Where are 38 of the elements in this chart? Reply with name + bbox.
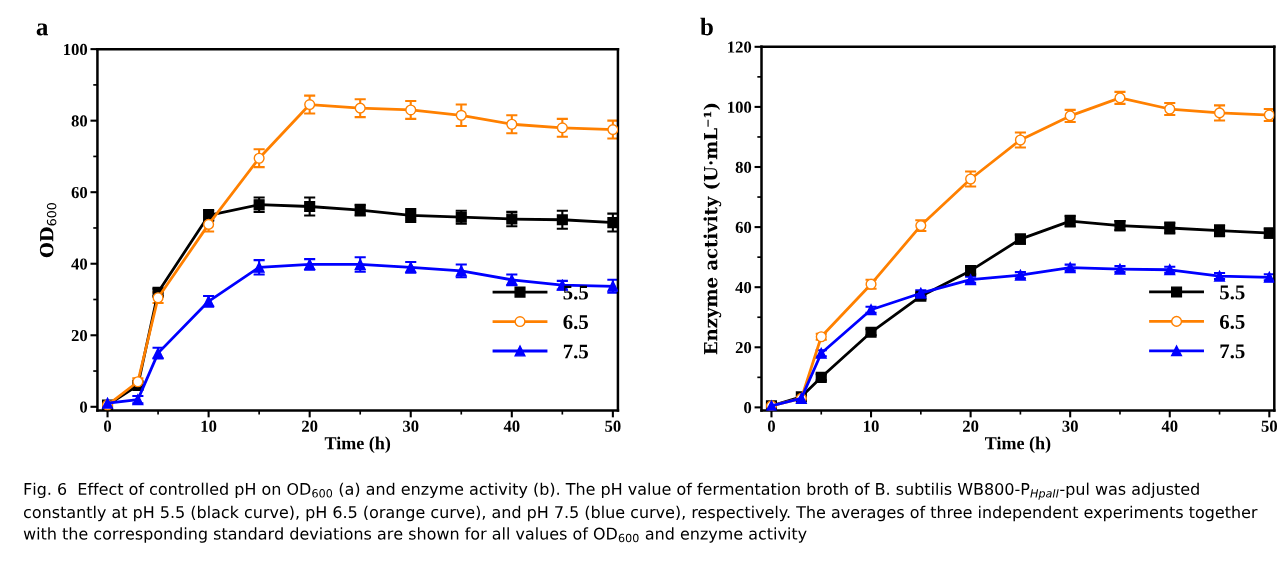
y-tick-label: 100 bbox=[728, 101, 752, 113]
x-axis-title: Time (h) bbox=[985, 436, 1051, 453]
x-tick-label: 20 bbox=[302, 420, 318, 432]
y-tick-label: 120 bbox=[728, 41, 752, 53]
legend-label: 5.5 bbox=[563, 285, 588, 300]
y-tick-label: 20 bbox=[735, 341, 752, 354]
y-tick-label: 40 bbox=[735, 281, 752, 294]
legend-label: 7.5 bbox=[563, 344, 588, 359]
x-tick-label: 50 bbox=[1261, 420, 1278, 432]
y-tick-label: 20 bbox=[71, 329, 88, 342]
y-tick-label: 60 bbox=[71, 186, 88, 199]
legend-label: 5.5 bbox=[1220, 285, 1245, 300]
legend-label: 6.5 bbox=[563, 315, 588, 330]
y-tick-label: 0 bbox=[744, 402, 752, 414]
y-tick-label: 40 bbox=[71, 258, 88, 270]
y-tick-label: 80 bbox=[71, 115, 88, 127]
x-axis-title: Time (h) bbox=[324, 436, 391, 453]
x-tick-label: 50 bbox=[605, 420, 621, 432]
text: Fig. 6 Effect of controlled pH on OD$_{600}$ (a) and enzyme activity (b). The pH value of fermentation broth of B. subtilis WB800-P$_{HpaII}$-pul was adjusted constantly at pH 5.5 (black curve), pH 6.5 (orange curve), and pH 7.5 (blue curve), respectively. The averages of three independent experiments together with the corresponding standard deviations are shown for all values of OD$_{600}$ and enzyme activity bbox=[23, 482, 1258, 543]
legend-label: 7.5 bbox=[1220, 344, 1245, 359]
y-axis-title: Enzyme activity (U·mL⁻¹) bbox=[703, 103, 722, 355]
y-tick-label: 60 bbox=[735, 221, 752, 234]
x-tick-label: 30 bbox=[1062, 420, 1078, 432]
y-tick-label: 100 bbox=[64, 43, 88, 56]
legend-label: 6.5 bbox=[1219, 314, 1245, 329]
x-tick-label: 10 bbox=[201, 420, 217, 432]
x-tick-label: 40 bbox=[1161, 420, 1178, 432]
y-axis-title: OD$_{600}$ bbox=[39, 203, 57, 258]
y-tick-label: 0 bbox=[80, 401, 88, 413]
text: b bbox=[700, 17, 713, 36]
text: a bbox=[36, 23, 49, 36]
x-tick-label: 30 bbox=[403, 420, 419, 432]
y-tick-label: 80 bbox=[735, 161, 752, 173]
x-tick-label: 20 bbox=[962, 420, 979, 432]
x-tick-label: 0 bbox=[767, 420, 775, 432]
x-tick-label: 10 bbox=[864, 420, 879, 432]
x-tick-label: 0 bbox=[104, 420, 112, 432]
x-tick-label: 40 bbox=[503, 420, 520, 432]
